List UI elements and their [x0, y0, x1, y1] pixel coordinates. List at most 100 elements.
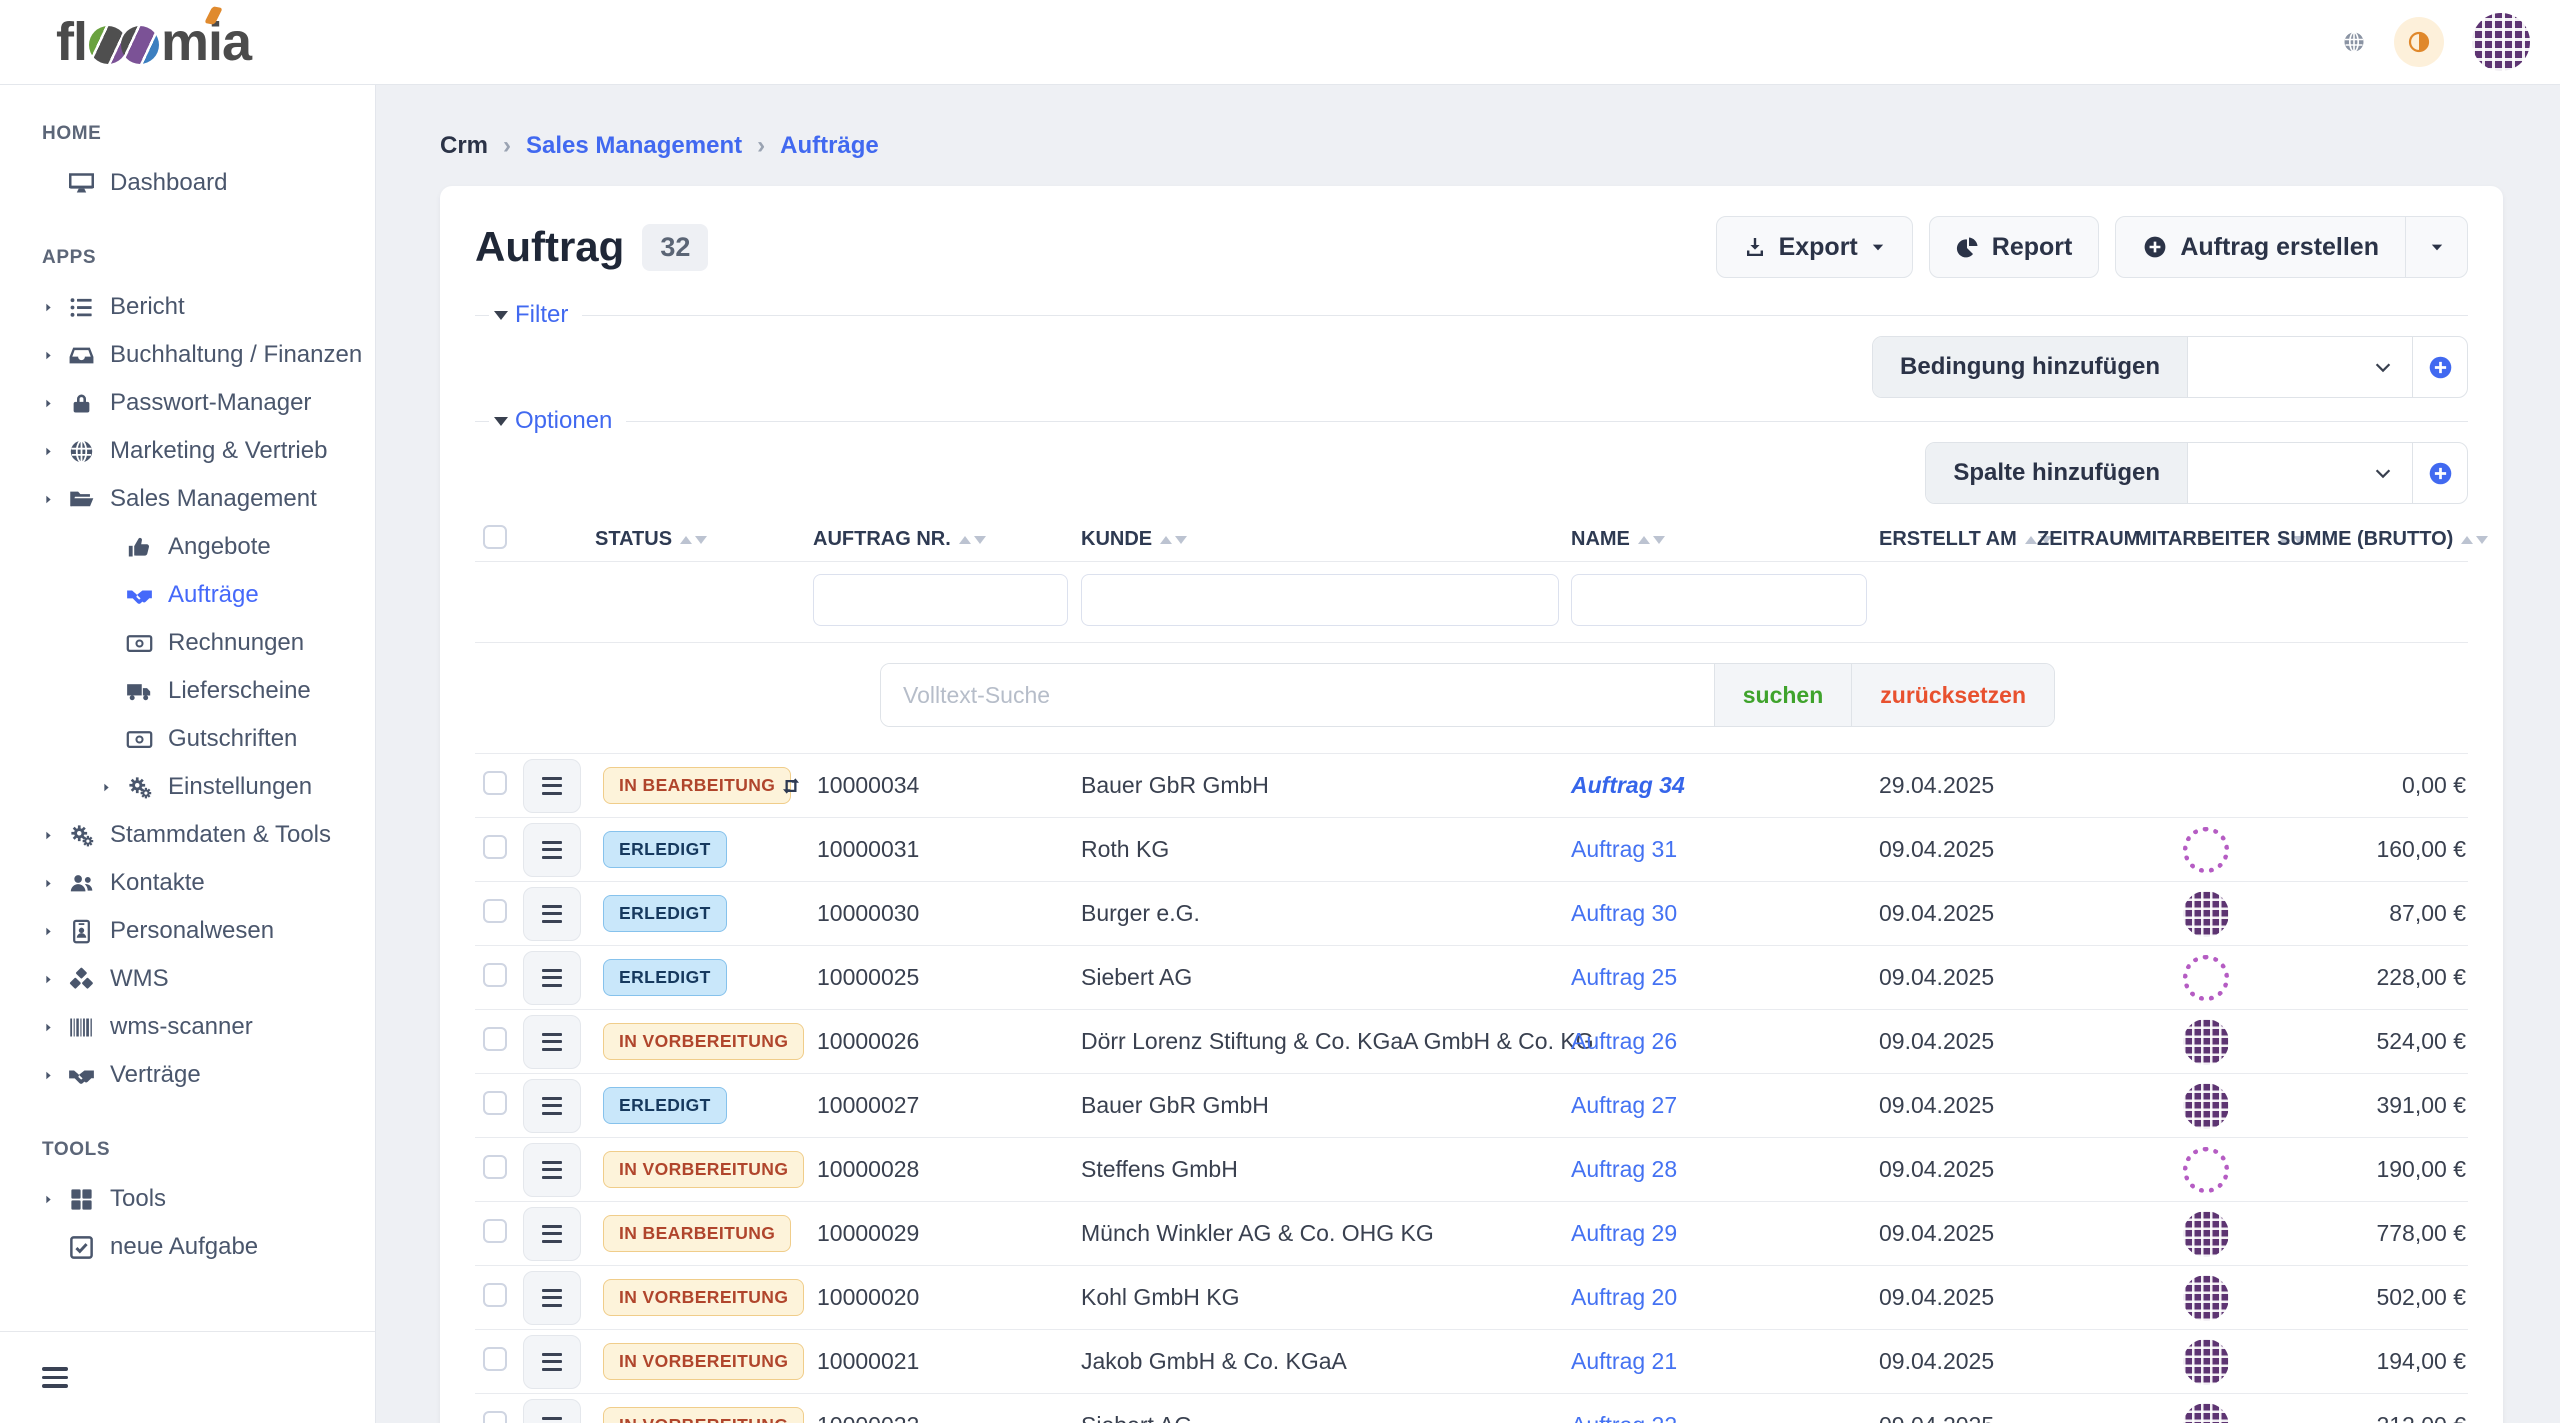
sidebar-item-verträge[interactable]: Verträge [0, 1051, 375, 1099]
select-all-checkbox[interactable] [483, 525, 507, 549]
row-checkbox[interactable] [483, 1282, 507, 1307]
row-actions-button[interactable] [523, 1270, 581, 1325]
row-actions-button[interactable] [523, 1334, 581, 1389]
user-avatar[interactable] [2472, 13, 2530, 71]
column-header-auftrag-nr[interactable]: AUFTRAG NR. [813, 528, 1081, 551]
sort-icon[interactable] [2461, 535, 2489, 544]
sort-icon[interactable] [680, 535, 708, 544]
sidebar-item-einstellungen[interactable]: Einstellungen [0, 763, 375, 811]
employee-avatar[interactable] [2183, 1274, 2229, 1321]
add-column-plus-button[interactable] [2413, 443, 2467, 503]
sidebar-item-gutschriften[interactable]: Gutschriften [0, 715, 375, 763]
sidebar-item-wms[interactable]: WMS [0, 955, 375, 1003]
sidebar-item-marketing-vertrieb[interactable]: Marketing & Vertrieb [0, 427, 375, 475]
row-checkbox[interactable] [483, 1218, 507, 1243]
row-actions-button[interactable] [523, 886, 581, 941]
row-actions-button[interactable] [523, 1142, 581, 1197]
order-name-link[interactable]: Auftrag 34 [1571, 772, 1685, 798]
create-order-button[interactable]: Auftrag erstellen [2116, 217, 2405, 277]
sidebar-item-rechnungen[interactable]: Rechnungen [0, 619, 375, 667]
sidebar-item-neue-aufgabe[interactable]: neue Aufgabe [0, 1223, 375, 1271]
sidebar-item-aufträge[interactable]: Aufträge [0, 571, 375, 619]
options-toggle[interactable]: Optionen [515, 407, 613, 434]
sidebar-item-tools[interactable]: Tools [0, 1175, 375, 1223]
sidebar-item-lieferscheine[interactable]: Lieferscheine [0, 667, 375, 715]
fulltext-search-input[interactable] [881, 664, 1714, 726]
row-checkbox[interactable] [483, 898, 507, 923]
column-header-mitarbeiter[interactable]: MITARBEITER [2135, 528, 2306, 551]
sort-icon[interactable] [1160, 535, 1188, 544]
employee-avatar[interactable] [2183, 1146, 2229, 1193]
row-checkbox[interactable] [483, 1346, 507, 1371]
column-select[interactable] [2188, 443, 2413, 503]
employee-avatar[interactable] [2183, 1018, 2229, 1065]
filter-input-name[interactable] [1571, 574, 1867, 626]
row-actions-button[interactable] [523, 1398, 581, 1423]
employee-avatar[interactable] [2183, 1338, 2229, 1385]
sidebar-item-buchhaltung-finanzen[interactable]: Buchhaltung / Finanzen [0, 331, 375, 379]
sidebar-collapse-icon[interactable] [42, 1367, 68, 1388]
row-checkbox[interactable] [483, 1410, 507, 1423]
order-name-link[interactable]: Auftrag 21 [1571, 1348, 1678, 1374]
sidebar-item-sales-management[interactable]: Sales Management [0, 475, 375, 523]
order-name-link[interactable]: Auftrag 30 [1571, 900, 1678, 926]
sidebar-item-bericht[interactable]: Bericht [0, 283, 375, 331]
order-name-link[interactable]: Auftrag 27 [1571, 1092, 1678, 1118]
row-actions-button[interactable] [523, 822, 581, 877]
sidebar-item-passwort-manager[interactable]: Passwort-Manager [0, 379, 375, 427]
report-button[interactable]: Report [1928, 216, 2100, 278]
search-submit-button[interactable]: suchen [1713, 664, 1852, 726]
order-name-link[interactable]: Auftrag 29 [1571, 1220, 1678, 1246]
condition-select[interactable] [2188, 337, 2413, 397]
sidebar-item-stammdaten-tools[interactable]: Stammdaten & Tools [0, 811, 375, 859]
search-reset-button[interactable]: zurücksetzen [1851, 664, 2054, 726]
sidebar-item-wms-scanner[interactable]: wms-scanner [0, 1003, 375, 1051]
row-actions-button[interactable] [523, 1014, 581, 1069]
employee-avatar[interactable] [2183, 954, 2229, 1001]
add-condition-plus-button[interactable] [2413, 337, 2467, 397]
employee-avatar[interactable] [2183, 890, 2229, 937]
create-order-dropdown-toggle[interactable] [2405, 217, 2467, 277]
sort-icon[interactable] [1637, 535, 1665, 544]
filter-input-kunde[interactable] [1081, 574, 1559, 626]
order-name-link[interactable]: Auftrag 31 [1571, 836, 1678, 862]
row-actions-button[interactable] [523, 1206, 581, 1261]
language-globe-icon[interactable] [2342, 30, 2366, 54]
sidebar-item-dashboard[interactable]: Dashboard [0, 159, 375, 207]
theme-toggle-icon[interactable] [2394, 17, 2444, 67]
column-header-erstellt-am[interactable]: ERSTELLT AM [1879, 528, 2052, 551]
row-checkbox[interactable] [483, 1026, 507, 1051]
brand-logo[interactable]: fl mia [56, 6, 252, 73]
filter-input-auftrag-nr[interactable] [813, 574, 1068, 626]
sort-icon[interactable] [2024, 535, 2052, 544]
row-checkbox[interactable] [483, 770, 507, 795]
sort-icon[interactable] [958, 535, 986, 544]
sort-icon[interactable] [2278, 535, 2306, 544]
column-header-kunde[interactable]: KUNDE [1081, 528, 1571, 551]
breadcrumb-item-sales-management[interactable]: Sales Management [526, 132, 743, 159]
order-name-link[interactable]: Auftrag 22 [1571, 1412, 1677, 1423]
row-actions-button[interactable] [523, 950, 581, 1005]
row-checkbox[interactable] [483, 834, 507, 859]
sidebar-item-personalwesen[interactable]: Personalwesen [0, 907, 375, 955]
column-header-summe-brutto[interactable]: SUMME (BRUTTO) [2277, 528, 2489, 551]
order-name-link[interactable]: Auftrag 26 [1571, 1028, 1678, 1054]
filter-toggle[interactable]: Filter [515, 301, 569, 328]
sidebar-item-angebote[interactable]: Angebote [0, 523, 375, 571]
employee-avatar[interactable] [2183, 1082, 2229, 1129]
column-header-name[interactable]: NAME [1571, 528, 1879, 551]
column-header-status[interactable]: STATUS [595, 528, 813, 551]
row-actions-button[interactable] [523, 1078, 581, 1133]
row-checkbox[interactable] [483, 962, 507, 987]
sidebar-item-kontakte[interactable]: Kontakte [0, 859, 375, 907]
employee-avatar[interactable] [2183, 1402, 2229, 1423]
order-name-link[interactable]: Auftrag 20 [1571, 1284, 1678, 1310]
breadcrumb-item-aufträge[interactable]: Aufträge [780, 132, 879, 159]
export-button[interactable]: Export [1715, 216, 1913, 278]
row-actions-button[interactable] [523, 758, 581, 813]
order-name-link[interactable]: Auftrag 28 [1571, 1156, 1678, 1182]
employee-avatar[interactable] [2183, 826, 2229, 873]
order-name-link[interactable]: Auftrag 25 [1571, 964, 1678, 990]
employee-avatar[interactable] [2183, 1210, 2229, 1257]
row-checkbox[interactable] [483, 1090, 507, 1115]
